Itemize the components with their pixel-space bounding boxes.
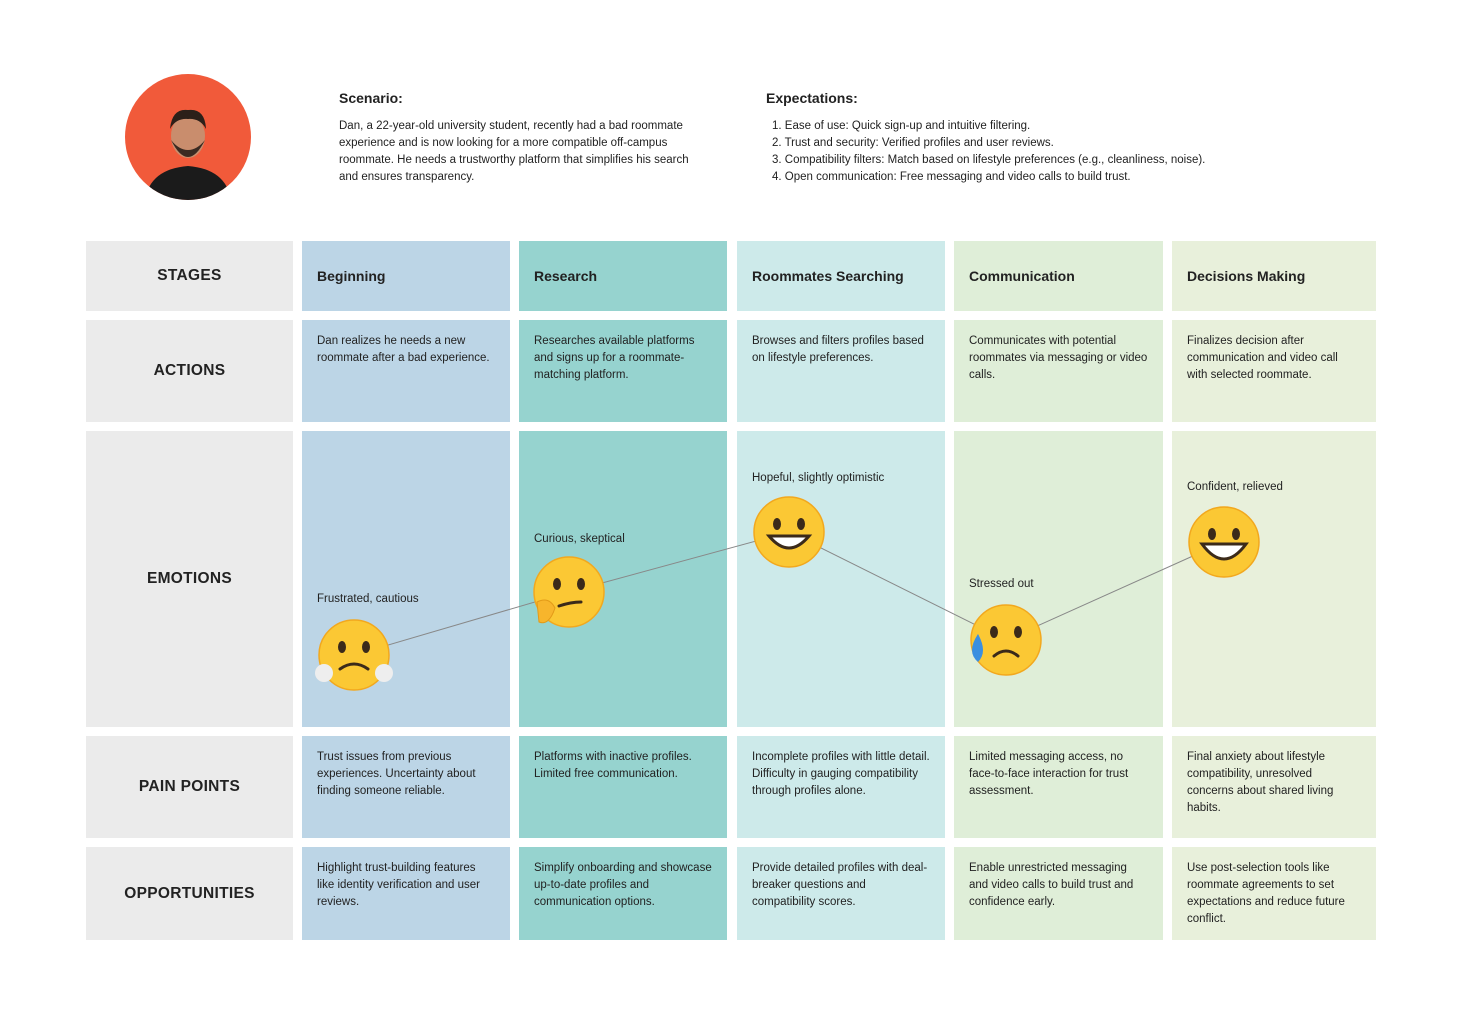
steam — [375, 664, 393, 682]
sweat-drop — [972, 634, 983, 662]
expectation-item: 2. Trust and security: Verified profiles… — [772, 137, 1054, 149]
row-label: OPPORTUNITIES — [86, 847, 293, 940]
eye — [797, 518, 805, 530]
pain-point: Final anxiety about lifestyle compatibil… — [1172, 736, 1376, 838]
face — [970, 604, 1042, 676]
emotion-cell — [1172, 431, 1376, 727]
eye — [1208, 528, 1216, 540]
emotion-face — [315, 619, 393, 691]
avatar-hair — [170, 109, 206, 129]
stage-name: Beginning — [302, 241, 510, 311]
expectation-item: 3. Compatibility filters: Match based on… — [772, 154, 1206, 166]
eye — [553, 578, 561, 590]
stage-name: Decisions Making — [1172, 241, 1376, 311]
mouth — [1199, 542, 1249, 561]
stage-name: Research — [519, 241, 727, 311]
pain-point: Limited messaging access, no face-to-fac… — [954, 736, 1163, 838]
mouth — [992, 649, 1020, 658]
action: Finalizes decision after communication a… — [1172, 320, 1376, 422]
row-label: EMOTIONS — [86, 431, 293, 727]
expectations-list: 1. Ease of use: Quick sign-up and intuit… — [772, 118, 1292, 186]
action: Dan realizes he needs a new roommate aft… — [302, 320, 510, 422]
action: Communicates with potential roommates vi… — [954, 320, 1163, 422]
emotion-cell — [737, 431, 945, 727]
row-label: ACTIONS — [86, 320, 293, 422]
row-label: PAIN POINTS — [86, 736, 293, 838]
emotion-label: Confident, relieved — [1187, 481, 1283, 493]
opportunity: Simplify onboarding and showcase up-to-d… — [519, 847, 727, 940]
emotion-face — [970, 604, 1042, 676]
expectation-item: 4. Open communication: Free messaging an… — [772, 171, 1131, 183]
opportunity: Highlight trust-building features like i… — [302, 847, 510, 940]
pain-point: Platforms with inactive profiles. Limite… — [519, 736, 727, 838]
stage-name: Roommates Searching — [737, 241, 945, 311]
eye — [1232, 528, 1240, 540]
scenario-text: Dan, a 22-year-old university student, r… — [339, 120, 689, 183]
emotion-face — [753, 496, 825, 568]
emotion-label: Stressed out — [969, 578, 1034, 590]
avatar-head — [171, 114, 205, 158]
scenario-title: Scenario: — [339, 90, 403, 106]
face — [318, 619, 390, 691]
expectation-item: 1. Ease of use: Quick sign-up and intuit… — [772, 120, 1031, 132]
eye — [990, 626, 998, 638]
pain-point: Trust issues from previous experiences. … — [302, 736, 510, 838]
expectations-title: Expectations: — [766, 90, 858, 106]
emotion-face — [533, 556, 605, 628]
emotion-label: Hopeful, slightly optimistic — [752, 472, 885, 484]
action: Browses and filters profiles based on li… — [737, 320, 945, 422]
face — [1188, 506, 1260, 578]
opportunity: Provide detailed profiles with deal-brea… — [737, 847, 945, 940]
mouth — [557, 600, 583, 608]
action: Researches available platforms and signs… — [519, 320, 727, 422]
emotion-cell — [954, 431, 1163, 727]
mouth — [765, 534, 813, 550]
eye — [338, 641, 346, 653]
opportunity: Enable unrestricted messaging and video … — [954, 847, 1163, 940]
avatar — [125, 74, 251, 200]
emotion-label: Curious, skeptical — [534, 533, 625, 545]
pain-point: Incomplete profiles with little detail. … — [737, 736, 945, 838]
eye — [362, 641, 370, 653]
hand — [536, 599, 556, 624]
row-label: STAGES — [86, 241, 293, 311]
avatar-beard — [171, 140, 205, 157]
eye — [577, 578, 585, 590]
eye — [773, 518, 781, 530]
emotion-label: Frustrated, cautious — [317, 593, 419, 605]
eye — [1014, 626, 1022, 638]
avatar-body — [145, 166, 231, 200]
face — [753, 496, 825, 568]
steam — [315, 664, 333, 682]
avatar-figure — [145, 109, 231, 200]
emotion-face — [1188, 506, 1260, 578]
mouth — [338, 662, 370, 671]
opportunity: Use post-selection tools like roommate a… — [1172, 847, 1376, 940]
stage-name: Communication — [954, 241, 1163, 311]
